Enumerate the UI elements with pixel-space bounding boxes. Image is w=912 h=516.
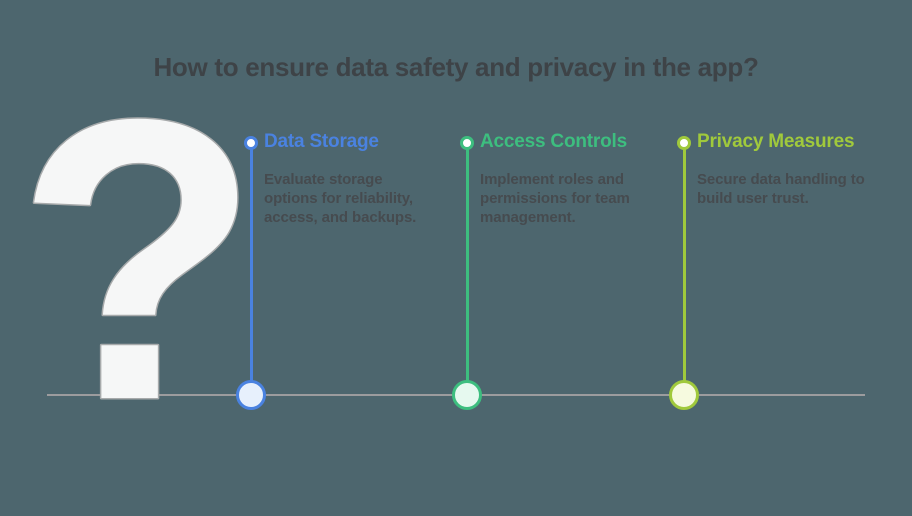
- connector-line: [465, 143, 469, 383]
- description-line: access, and backups.: [264, 209, 417, 226]
- description-line: permissions for team: [480, 190, 630, 207]
- connector-line: [249, 143, 253, 383]
- timeline-node: [669, 380, 699, 410]
- milestone-title: Data Storage: [264, 131, 379, 152]
- description-line: Evaluate storage: [264, 171, 383, 188]
- page-title: How to ensure data safety and privacy in…: [153, 52, 759, 82]
- milestone-dot: [677, 136, 691, 150]
- description-line: Secure data handling to: [697, 171, 865, 188]
- connector-line: [682, 143, 686, 383]
- milestone-dot: [244, 136, 258, 150]
- timeline-node: [236, 380, 266, 410]
- description-line: management.: [480, 209, 576, 226]
- timeline-node: [452, 380, 482, 410]
- description-line: Implement roles and: [480, 171, 624, 188]
- question-mark-glyph: ?: [16, 36, 260, 483]
- description-line: options for reliability,: [264, 190, 413, 207]
- milestone-description: Evaluate storage options for reliability…: [264, 170, 416, 227]
- description-line: build user trust.: [697, 190, 809, 207]
- milestone-description: Implement roles and permissions for team…: [480, 170, 630, 227]
- milestone-dot: [460, 136, 474, 150]
- milestone-description: Secure data handling to build user trust…: [697, 170, 865, 208]
- milestone-title: Privacy Measures: [697, 131, 855, 152]
- milestone-title: Access Controls: [480, 131, 627, 152]
